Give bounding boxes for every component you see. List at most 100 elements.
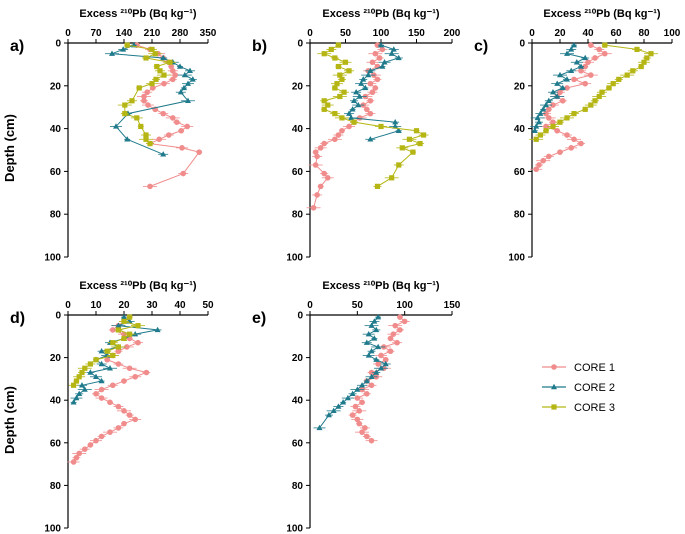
series-core-3 (529, 42, 658, 142)
x-tick-label: 0 (307, 300, 313, 311)
data-point (143, 132, 149, 138)
data-point (546, 106, 552, 113)
data-point (138, 123, 144, 130)
data-point (379, 63, 386, 69)
data-point (170, 76, 176, 83)
data-point (98, 433, 105, 440)
data-point (368, 369, 375, 376)
data-point (124, 344, 130, 350)
data-point (73, 378, 79, 384)
data-point (79, 369, 85, 376)
x-tick-label: 350 (200, 28, 217, 39)
data-point (170, 115, 176, 121)
data-point (546, 115, 552, 121)
data-point (332, 55, 338, 61)
data-point (179, 145, 185, 151)
panel-c: c) Excess ²¹⁰Pb (Bq kg⁻¹) 0 20 40 60 80 100 0 20 4… (474, 8, 681, 264)
data-point (351, 119, 357, 125)
y-tick-label: 0 (55, 39, 61, 50)
data-point (356, 408, 363, 414)
data-point (582, 54, 589, 61)
data-point (337, 72, 343, 78)
data-point (375, 313, 382, 320)
data-point (312, 149, 319, 155)
data-point (160, 110, 166, 117)
data-point (81, 386, 88, 392)
y-tick-label: 60 (514, 167, 526, 178)
data-point (406, 136, 412, 142)
data-point (342, 59, 349, 65)
data-point (354, 395, 361, 401)
data-point (367, 136, 374, 142)
data-point (360, 76, 367, 82)
data-point (115, 327, 121, 333)
y-tick-label: 40 (514, 124, 526, 135)
data-point (339, 76, 345, 82)
data-point (110, 340, 116, 346)
x-tick-label: 10 (90, 300, 102, 311)
y-tick-label: 40 (50, 396, 62, 407)
data-point (638, 63, 644, 70)
y-tick-label: 20 (514, 81, 526, 92)
data-point (390, 331, 397, 337)
data-point (602, 50, 608, 57)
data-point (395, 127, 402, 133)
data-point (126, 365, 133, 372)
data-point (121, 335, 127, 342)
data-point (79, 382, 85, 388)
x-tick-label: 0 (307, 28, 313, 39)
data-point (332, 111, 338, 117)
data-point (161, 72, 167, 78)
data-point (121, 318, 127, 324)
panel-label: c) (474, 38, 488, 55)
data-point (115, 425, 122, 431)
x-tick-label: 150 (408, 28, 425, 39)
legend-label: CORE 2 (574, 382, 615, 394)
data-point (87, 361, 93, 367)
data-point (353, 89, 360, 95)
data-point (371, 318, 378, 324)
data-point (153, 76, 159, 82)
data-point (543, 123, 549, 130)
data-point (596, 46, 602, 53)
data-point (421, 132, 427, 138)
x-tick-label: 60 (610, 28, 622, 39)
data-point (109, 50, 115, 56)
x-tick-label: 20 (118, 300, 130, 311)
y-tick-label: 0 (297, 39, 303, 50)
data-point (178, 127, 184, 134)
data-point (373, 356, 380, 362)
data-point (354, 386, 361, 392)
data-point (382, 356, 389, 363)
data-point (359, 382, 366, 388)
data-point (346, 123, 352, 130)
y-tick-label: 80 (514, 210, 526, 221)
data-point (115, 361, 122, 367)
data-point (76, 390, 83, 397)
panel-a: a) Excess ²¹⁰Pb (Bq kg⁻¹) 0 70 140 210 280 350 0… (10, 8, 217, 264)
data-point (149, 81, 155, 87)
data-point (557, 149, 563, 155)
data-point (610, 81, 616, 87)
data-point (147, 140, 153, 147)
data-point (554, 93, 561, 99)
y-tick-label: 80 (50, 481, 62, 492)
data-point (98, 395, 105, 401)
data-point (145, 102, 151, 108)
x-tick-label: 0 (65, 28, 71, 39)
data-point (70, 399, 77, 405)
x-tick-label: 20 (554, 28, 566, 39)
data-point (375, 361, 381, 367)
legend-label: CORE 3 (574, 402, 615, 414)
data-point (337, 93, 343, 100)
data-point (76, 374, 82, 380)
series-core-3 (117, 42, 176, 147)
data-point (115, 344, 121, 350)
data-point (392, 123, 399, 129)
data-point (121, 313, 127, 320)
data-point (168, 63, 174, 70)
data-point (413, 128, 420, 134)
y-tick-label: 0 (519, 39, 525, 50)
data-point (110, 327, 116, 333)
data-point (387, 348, 394, 355)
